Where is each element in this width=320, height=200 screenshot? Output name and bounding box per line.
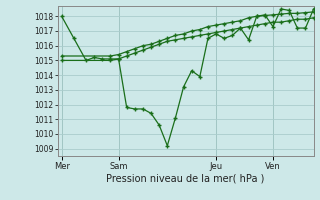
X-axis label: Pression niveau de la mer( hPa ): Pression niveau de la mer( hPa ) bbox=[107, 173, 265, 183]
